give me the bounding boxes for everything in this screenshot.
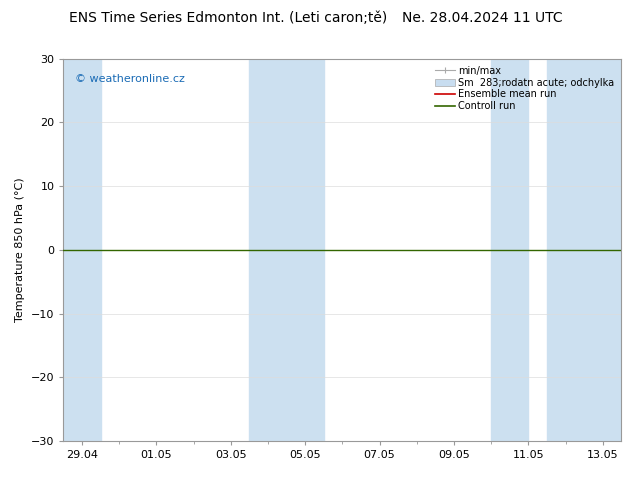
Y-axis label: Temperature 850 hPa (°C): Temperature 850 hPa (°C) [15,177,25,322]
Text: Ne. 28.04.2024 11 UTC: Ne. 28.04.2024 11 UTC [401,10,562,24]
Text: © weatheronline.cz: © weatheronline.cz [75,74,184,84]
Bar [491,59,528,441]
Bar [547,59,621,441]
Bar [63,59,101,441]
Bar [249,59,324,441]
Legend: min/max, Sm  283;rodatn acute; odchylka, Ensemble mean run, Controll run: min/max, Sm 283;rodatn acute; odchylka, … [433,64,616,113]
Text: ENS Time Series Edmonton Int. (Leti caron;tě): ENS Time Series Edmonton Int. (Leti caro… [69,10,387,24]
